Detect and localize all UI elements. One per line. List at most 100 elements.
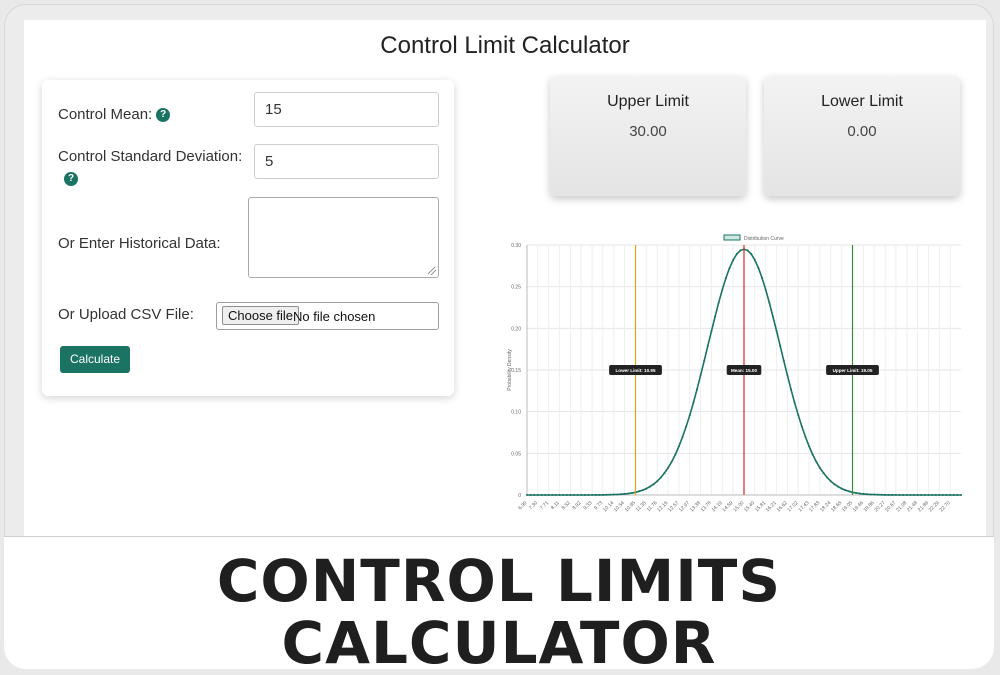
curve-point [612,493,615,496]
help-icon[interactable]: ? [156,108,171,123]
distribution-chart: 0.30 0.25 0.20 0.15 0.10 0.05 0 6.90 7.30 7.71 8.1… [479,225,969,530]
lower-limit-card: Lower Limit 0.00 [764,76,960,196]
curve-point [797,414,800,417]
y-tick-label: 0.10 [511,410,521,416]
input-form-card: Control Mean:? Control Standard Deviatio… [42,80,454,396]
resize-handle-icon[interactable] [428,267,436,275]
curve-point [674,453,677,456]
curve-point [923,494,926,496]
curve-point [866,493,868,496]
curve-point [768,301,771,304]
curve-point [920,494,923,496]
curve-point [949,494,952,496]
curve-point [873,493,876,496]
x-tick-label: 16.62 [776,500,789,513]
curve-point [667,466,669,469]
x-tick-label: 15.81 [754,500,767,513]
curve-point [902,494,905,496]
curve-point [681,436,684,438]
curve-point [663,472,666,475]
x-tick-label: 14.19 [711,500,724,513]
x-tick-label: 12.57 [667,500,680,513]
curve-point [833,483,836,486]
curve-point [880,493,883,496]
curve-point [630,492,633,494]
curve-point [739,249,742,252]
curve-point [952,494,955,496]
curve-point [847,490,850,493]
curve-point [829,480,832,483]
curve-point [602,493,604,496]
curve-point [945,494,948,496]
y-tick-label: 0.05 [511,451,521,457]
curve-point [605,493,608,496]
page-title: Control Limit Calculator [380,32,630,59]
curve-point [818,466,821,469]
app-panel: Control Limit Calculator Control Mean:? … [24,20,986,540]
std-dev-input[interactable] [254,144,439,179]
curve-point [724,277,727,280]
curve-point [938,494,941,496]
x-tick-label: 8.92 [571,500,582,511]
curve-point [547,494,550,496]
curve-point [710,330,713,332]
curve-point [529,494,532,496]
curve-point [594,493,597,496]
limit-label-box [609,365,662,375]
y-tick-label: 0 [518,493,521,499]
x-tick-label: 8.11 [550,500,561,511]
x-tick-label: 12.97 [678,500,691,513]
csv-file-input[interactable]: Choose file No file chosen [216,302,439,330]
distribution-chart-svg: 0.30 0.25 0.20 0.15 0.10 0.05 06.90 7.30 7.71 8.1… [507,234,962,513]
curve-point [941,494,944,496]
curve-point [533,494,536,496]
curve-point [858,492,861,495]
curve-point [540,494,543,496]
curve-point [732,259,735,261]
curve-point [544,494,547,496]
curve-point [746,249,749,252]
curve-point [916,494,919,496]
curve-point [840,487,843,490]
curve-point [627,492,630,495]
curve-point [554,494,557,496]
curve-point [844,489,847,492]
x-tick-label: 15.40 [743,500,756,513]
curve-point [822,472,825,475]
y-tick-label: 0.20 [511,326,521,332]
curve-point [638,490,641,493]
x-tick-label: 9.73 [593,500,604,511]
banner-line-1: CONTROL LIMITS [216,547,782,615]
curve-point [761,277,764,280]
curve-point [956,494,959,496]
title-banner: CONTROL LIMITS CALCULATOR [4,536,994,669]
curve-point [800,425,803,428]
x-tick-label: 9.33 [582,500,593,511]
curve-point [753,259,756,261]
y-tick-label: 0.25 [511,285,521,291]
x-tick-label: 22.29 [928,500,941,513]
curve-point [808,445,811,448]
curve-point [685,425,688,428]
x-tick-label: 10.14 [602,500,615,513]
curve-point [931,494,934,496]
mean-input[interactable] [254,92,439,127]
curve-point [815,460,818,463]
x-tick-label: 16.21 [765,500,778,513]
curve-point [887,493,890,496]
x-tick-label: 17.02 [786,500,799,513]
x-tick-label: 19.05 [841,500,854,513]
curve-point [609,493,612,496]
csv-label: Or Upload CSV File: [58,306,194,323]
curve-point [884,493,886,496]
curve-point [551,494,554,496]
limit-label-box [726,365,762,375]
choose-file-button[interactable]: Choose file [222,306,300,325]
help-icon[interactable]: ? [64,172,78,186]
curve-point [562,494,565,496]
calculate-button[interactable]: Calculate [60,346,130,373]
curve-point [677,445,680,448]
historical-data-textarea[interactable] [248,197,439,278]
curve-point [862,492,865,495]
curve-point [576,494,579,496]
